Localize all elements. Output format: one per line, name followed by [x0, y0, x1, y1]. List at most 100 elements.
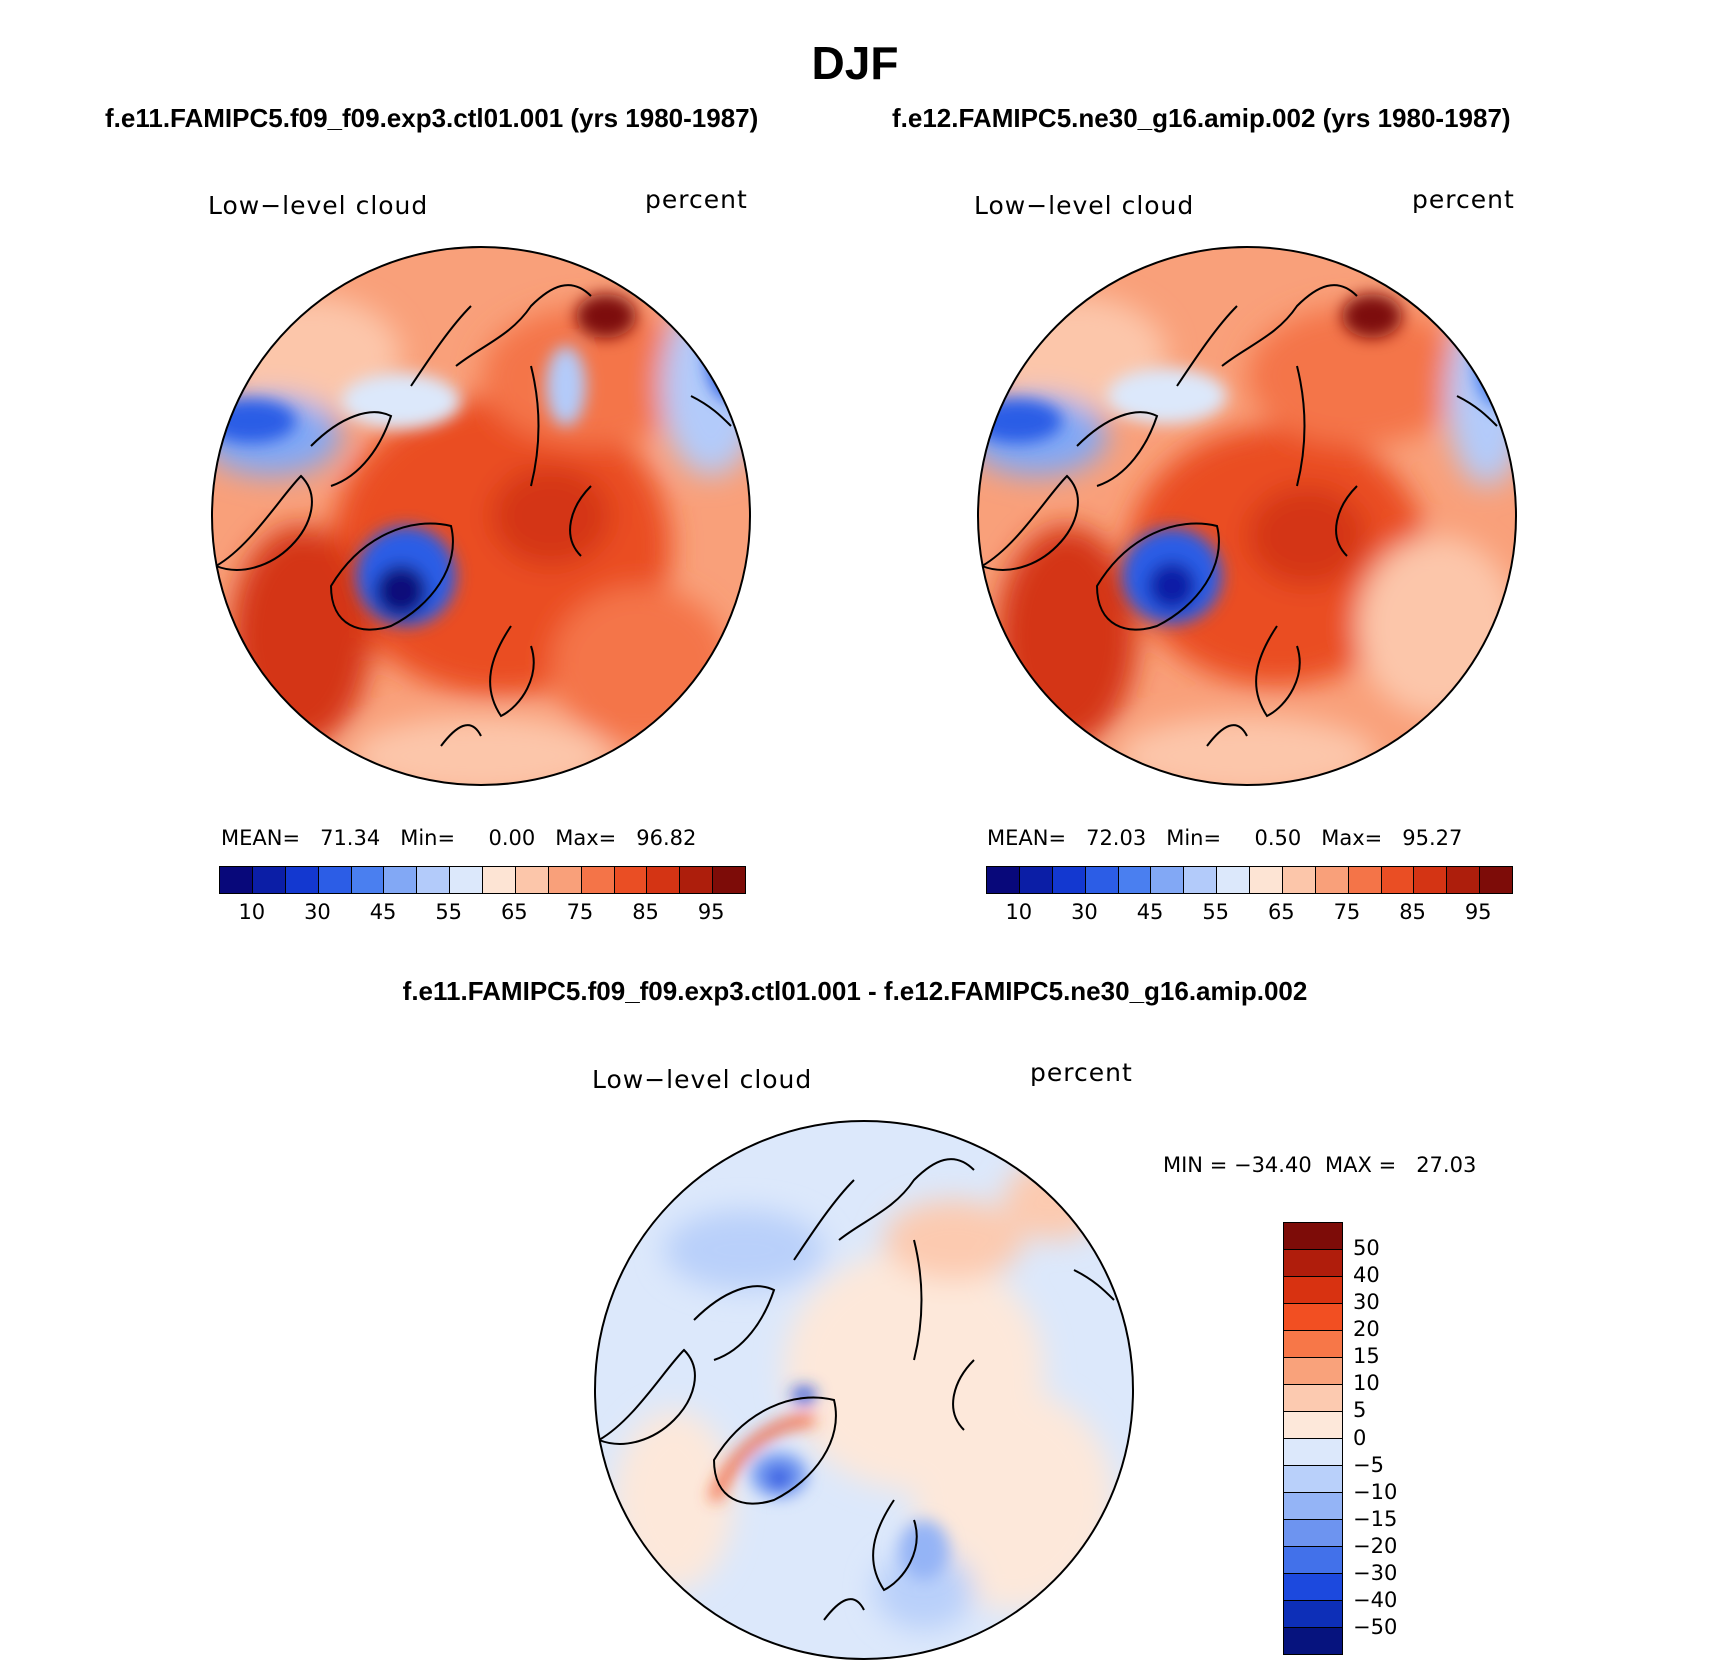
right-colorbar-labels: 10 30 45 55 65 75 85 95 — [986, 900, 1511, 930]
left-colorbar-swatch — [515, 867, 549, 893]
left-colorbar-swatch — [220, 867, 253, 893]
diff-colorbar-tick-label: 10 — [1353, 1371, 1380, 1396]
right-colorbar-swatch — [1184, 867, 1218, 893]
diff-colorbar-tick-label: 15 — [1353, 1344, 1380, 1369]
diff-colorbar-swatch — [1284, 1412, 1342, 1439]
right-colorbar-swatch — [1480, 867, 1512, 893]
left-colorbar-swatch — [647, 867, 681, 893]
diff-colorbar-swatch — [1284, 1385, 1342, 1412]
right-colorbar-tick-label: 45 — [1136, 900, 1164, 924]
difference-panel-title: f.e11.FAMIPC5.f09_f09.exp3.ctl01.001 - f… — [402, 976, 1308, 1006]
left-colorbar-tick-label: 85 — [632, 900, 659, 924]
diff-colorbar-swatch — [1284, 1520, 1342, 1547]
right-colorbar — [986, 866, 1513, 894]
right-colorbar-swatch — [1118, 867, 1152, 893]
left-colorbar-tick-label: 95 — [697, 900, 725, 924]
left-colorbar-swatch — [483, 867, 516, 893]
left-colorbar-tick-label: 10 — [238, 900, 266, 924]
diff-colorbar-swatch — [1284, 1628, 1342, 1654]
diff-colorbar-tick-label: 20 — [1353, 1317, 1380, 1342]
diff-variable-label: Low−level cloud — [592, 1065, 813, 1094]
right-colorbar-tick-label: 75 — [1333, 900, 1361, 924]
left-units-label: percent — [645, 185, 748, 214]
diff-colorbar-tick-label: 40 — [1353, 1263, 1380, 1288]
right-colorbar-swatch — [1151, 867, 1185, 893]
left-colorbar-swatch — [417, 867, 451, 893]
left-polar-map — [211, 246, 751, 786]
right-colorbar-swatch — [1414, 867, 1448, 893]
diff-colorbar-labels: 50 40 30 20 15 10 5 0 −5 −10 −15 −20 −30 −40 −50 — [1353, 1222, 1443, 1655]
diff-colorbar-swatch — [1284, 1331, 1342, 1358]
left-colorbar-swatch — [318, 867, 352, 893]
right-colorbar-tick-label: 10 — [1005, 900, 1033, 924]
diff-colorbar-tick-label: −15 — [1353, 1506, 1398, 1531]
right-colorbar-tick-label: 30 — [1071, 900, 1098, 924]
left-colorbar-swatch — [285, 867, 319, 893]
left-colorbar-swatch — [614, 867, 648, 893]
left-colorbar-tick-label: 65 — [500, 900, 528, 924]
diff-units-label: percent — [1030, 1058, 1133, 1087]
left-stats: MEAN= 71.34 Min= 0.00 Max= 96.82 — [221, 826, 697, 850]
difference-polar-map — [594, 1120, 1134, 1660]
left-colorbar — [219, 866, 746, 894]
diff-colorbar-tick-label: −30 — [1353, 1560, 1398, 1585]
diff-minmax: MIN = −34.40 MAX = 27.03 — [1163, 1153, 1477, 1177]
left-colorbar-tick-label: 30 — [304, 900, 331, 924]
right-variable-label: Low−level cloud — [974, 191, 1195, 220]
right-colorbar-swatch — [1085, 867, 1119, 893]
right-colorbar-tick-label: 95 — [1464, 900, 1492, 924]
diff-colorbar-swatch — [1284, 1466, 1342, 1493]
diff-colorbar-tick-label: −40 — [1353, 1587, 1398, 1612]
diff-colorbar-swatch — [1284, 1223, 1342, 1250]
right-colorbar-swatch — [1217, 867, 1250, 893]
right-colorbar-swatch — [1250, 867, 1283, 893]
figure-title: DJF — [811, 37, 899, 89]
diff-colorbar-swatch — [1284, 1493, 1342, 1520]
diff-colorbar-tick-label: 30 — [1353, 1290, 1380, 1315]
diff-colorbar-swatch — [1284, 1250, 1342, 1277]
left-colorbar-swatch — [450, 867, 483, 893]
diff-colorbar-swatch — [1284, 1277, 1342, 1304]
right-colorbar-tick-label: 85 — [1399, 900, 1426, 924]
left-colorbar-swatch — [713, 867, 745, 893]
right-polar-map — [977, 246, 1517, 786]
right-colorbar-swatch — [1282, 867, 1316, 893]
right-colorbar-tick-label: 65 — [1267, 900, 1295, 924]
diff-colorbar-swatch — [1284, 1439, 1342, 1466]
diff-colorbar-swatch — [1284, 1601, 1342, 1628]
left-colorbar-tick-label: 45 — [369, 900, 397, 924]
right-stats: MEAN= 72.03 Min= 0.50 Max= 95.27 — [987, 826, 1463, 850]
right-colorbar-swatch — [987, 867, 1020, 893]
diff-colorbar-swatch — [1284, 1358, 1342, 1385]
left-colorbar-swatch — [252, 867, 286, 893]
diff-colorbar-tick-label: −5 — [1353, 1452, 1384, 1477]
left-panel-title: f.e11.FAMIPC5.f09_f09.exp3.ctl01.001 (yr… — [105, 103, 759, 133]
right-colorbar-swatch — [1052, 867, 1086, 893]
right-colorbar-swatch — [1381, 867, 1415, 893]
left-colorbar-swatch — [384, 867, 418, 893]
diff-colorbar-tick-label: −10 — [1353, 1479, 1398, 1504]
left-colorbar-swatch — [548, 867, 582, 893]
diff-colorbar-swatch — [1284, 1547, 1342, 1574]
right-colorbar-tick-label: 55 — [1202, 900, 1230, 924]
left-colorbar-labels: 10 30 45 55 65 75 85 95 — [219, 900, 744, 930]
left-colorbar-tick-label: 75 — [566, 900, 594, 924]
diff-colorbar — [1283, 1222, 1343, 1655]
left-colorbar-swatch — [351, 867, 385, 893]
left-colorbar-tick-label: 55 — [435, 900, 463, 924]
left-colorbar-swatch — [680, 867, 714, 893]
right-colorbar-swatch — [1447, 867, 1481, 893]
left-colorbar-swatch — [581, 867, 615, 893]
diff-colorbar-swatch — [1284, 1574, 1342, 1601]
diff-colorbar-tick-label: 0 — [1353, 1425, 1367, 1450]
left-variable-label: Low−level cloud — [208, 191, 429, 220]
right-colorbar-swatch — [1019, 867, 1053, 893]
diff-colorbar-tick-label: 50 — [1353, 1236, 1380, 1261]
diff-colorbar-tick-label: −50 — [1353, 1614, 1398, 1639]
diff-colorbar-tick-label: 5 — [1353, 1398, 1367, 1423]
right-units-label: percent — [1412, 185, 1515, 214]
diff-colorbar-tick-label: −20 — [1353, 1533, 1398, 1558]
right-colorbar-swatch — [1315, 867, 1349, 893]
right-panel-title: f.e12.FAMIPC5.ne30_g16.amip.002 (yrs 198… — [892, 103, 1511, 133]
right-colorbar-swatch — [1348, 867, 1382, 893]
